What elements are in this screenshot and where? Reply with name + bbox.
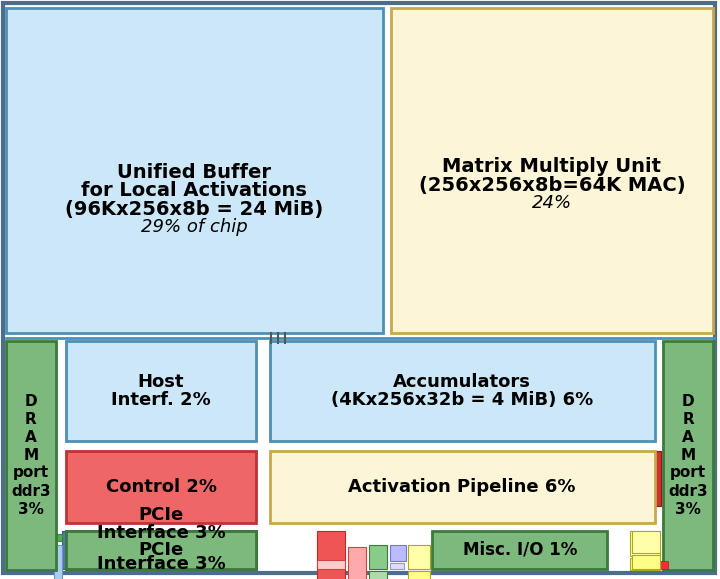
Bar — [432, 531, 607, 569]
Bar — [369, 571, 387, 579]
Text: Interface 3%: Interface 3% — [96, 555, 225, 573]
Text: port: port — [13, 466, 49, 481]
Bar — [317, 531, 345, 579]
Text: D: D — [682, 394, 694, 409]
Bar — [630, 531, 660, 556]
Text: Interface 3%: Interface 3% — [96, 524, 225, 542]
Bar — [44, 563, 52, 570]
Bar — [660, 561, 668, 569]
Text: PCIe: PCIe — [138, 506, 184, 524]
Text: (96Kx256x8b = 24 MiB): (96Kx256x8b = 24 MiB) — [65, 200, 323, 218]
Bar — [6, 8, 383, 333]
Text: Interf. 2%: Interf. 2% — [111, 391, 211, 409]
Text: 29% of chip: 29% of chip — [140, 218, 247, 236]
Bar — [390, 563, 404, 569]
Text: Misc. I/O 1%: Misc. I/O 1% — [463, 541, 577, 559]
Text: M: M — [680, 448, 696, 463]
Bar — [270, 453, 274, 460]
Bar — [270, 341, 655, 441]
Text: ddr3: ddr3 — [12, 483, 51, 499]
Text: Host: Host — [138, 373, 184, 391]
Text: ddr3: ddr3 — [668, 483, 708, 499]
Text: (256x256x8b=64K MAC): (256x256x8b=64K MAC) — [419, 175, 685, 195]
Bar — [663, 341, 713, 570]
Bar — [390, 545, 406, 561]
Text: Matrix Multiply Unit: Matrix Multiply Unit — [443, 157, 662, 177]
Bar — [54, 545, 62, 579]
Text: 24%: 24% — [532, 194, 572, 212]
Text: Control 2%: Control 2% — [106, 478, 217, 496]
Bar — [391, 8, 713, 333]
Text: port: port — [670, 466, 706, 481]
Bar — [66, 451, 256, 523]
Bar — [655, 451, 661, 506]
Bar — [278, 453, 282, 460]
Text: PCIe: PCIe — [138, 541, 184, 559]
Text: 3%: 3% — [18, 501, 44, 516]
Bar — [6, 341, 56, 570]
Bar — [630, 455, 654, 505]
Bar — [408, 545, 430, 569]
Text: R: R — [682, 412, 694, 427]
Text: Unified Buffer: Unified Buffer — [117, 163, 271, 182]
Text: A: A — [25, 430, 37, 445]
Text: 3%: 3% — [675, 501, 701, 516]
Bar — [408, 571, 430, 579]
Bar — [66, 531, 256, 569]
Bar — [62, 531, 70, 569]
Bar — [66, 531, 256, 569]
Bar — [632, 555, 660, 569]
Text: (4Kx256x32b = 4 MiB) 6%: (4Kx256x32b = 4 MiB) 6% — [331, 391, 593, 409]
Text: Accumulators: Accumulators — [393, 373, 531, 391]
Text: M: M — [24, 448, 39, 463]
Text: for Local Activations: for Local Activations — [81, 181, 307, 200]
Text: A: A — [682, 430, 694, 445]
Bar — [66, 341, 256, 441]
Bar — [369, 545, 387, 569]
Bar — [632, 531, 660, 553]
Bar — [317, 560, 345, 569]
Bar — [270, 451, 655, 523]
Bar — [54, 534, 62, 541]
Text: Activation Pipeline 6%: Activation Pipeline 6% — [348, 478, 576, 496]
Bar — [630, 558, 660, 570]
Bar — [286, 453, 290, 460]
Bar — [348, 547, 366, 579]
Text: D: D — [24, 394, 37, 409]
Text: R: R — [25, 412, 37, 427]
